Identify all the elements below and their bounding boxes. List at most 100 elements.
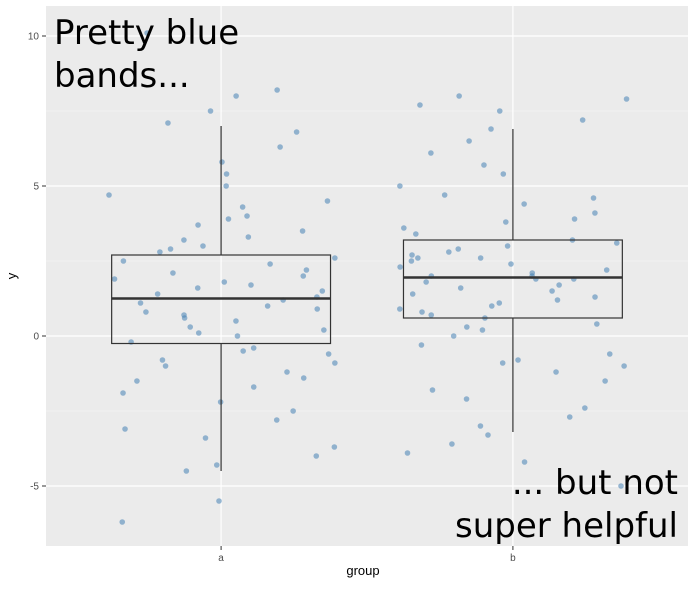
jitter-point bbox=[223, 183, 229, 189]
jitter-point bbox=[456, 93, 462, 99]
jitter-point bbox=[618, 483, 624, 489]
jitter-point bbox=[234, 333, 241, 339]
jitter-point bbox=[293, 129, 300, 135]
jitter-point bbox=[508, 261, 514, 267]
jitter-point bbox=[165, 120, 171, 126]
jitter-point bbox=[553, 369, 559, 375]
jitter-point bbox=[321, 327, 327, 333]
jitter-point bbox=[240, 348, 246, 354]
jitter-point bbox=[450, 333, 457, 339]
jitter-point bbox=[594, 321, 600, 327]
jitter-point bbox=[314, 306, 321, 312]
jitter-point bbox=[428, 312, 435, 318]
jitter-point bbox=[623, 96, 630, 102]
jitter-point bbox=[324, 198, 331, 204]
jitter-point bbox=[515, 357, 521, 363]
jitter-point bbox=[233, 318, 239, 324]
jitter-point bbox=[143, 309, 149, 315]
jitter-point bbox=[239, 204, 246, 210]
x-tick-label: b bbox=[510, 553, 516, 564]
jitter-point bbox=[137, 300, 144, 306]
jitter-point bbox=[449, 441, 455, 447]
jitter-point bbox=[332, 360, 338, 366]
jitter-point bbox=[264, 303, 271, 309]
jitter-point bbox=[167, 246, 174, 252]
jitter-point bbox=[221, 279, 228, 285]
jitter-point bbox=[455, 246, 462, 252]
jitter-point bbox=[162, 363, 169, 369]
x-axis-title: group bbox=[346, 563, 379, 578]
jitter-point bbox=[194, 285, 201, 291]
jitter-point bbox=[415, 255, 421, 261]
annotation-line: bands... bbox=[54, 56, 190, 96]
jitter-point bbox=[331, 444, 338, 450]
jitter-point bbox=[120, 390, 126, 396]
jitter-point bbox=[496, 300, 503, 306]
annotation-line: super helpful bbox=[455, 506, 678, 546]
jitter-point bbox=[313, 453, 320, 459]
jitter-point bbox=[457, 285, 464, 291]
jitter-point bbox=[466, 138, 472, 144]
boxes bbox=[111, 126, 623, 471]
jitter-point bbox=[418, 342, 425, 348]
annotation-line: Pretty blue bbox=[54, 13, 239, 53]
jitter-point bbox=[274, 87, 280, 93]
jitter-point bbox=[401, 225, 407, 231]
jitter-point bbox=[503, 219, 509, 225]
jitter-point bbox=[244, 213, 250, 219]
jitter-point bbox=[170, 270, 176, 276]
jitter-point bbox=[521, 201, 527, 207]
jitter-point bbox=[603, 267, 610, 273]
jitter-point bbox=[613, 240, 620, 246]
jitter-point bbox=[284, 369, 290, 375]
jitter-point bbox=[213, 462, 220, 468]
jitter-point bbox=[463, 396, 470, 402]
jitter-point bbox=[225, 216, 232, 222]
points bbox=[106, 30, 630, 525]
jitter-point bbox=[488, 126, 494, 132]
jitter-point bbox=[592, 294, 598, 300]
jitter-point bbox=[590, 195, 597, 201]
jitter-point bbox=[223, 171, 230, 177]
jitter-point bbox=[332, 255, 338, 261]
jitter-point bbox=[499, 360, 506, 366]
jitter-point bbox=[120, 258, 127, 264]
jitter-point bbox=[245, 234, 252, 240]
jitter-point bbox=[417, 102, 423, 108]
jitter-point bbox=[202, 435, 209, 441]
jitter-point bbox=[621, 363, 627, 369]
jitter-point bbox=[579, 117, 586, 123]
jitter-point bbox=[290, 408, 296, 414]
jitter-point bbox=[500, 171, 507, 177]
jitter-point bbox=[159, 357, 166, 363]
jitter-point bbox=[488, 303, 495, 309]
jitter-point bbox=[554, 297, 561, 303]
jitter-point bbox=[441, 192, 448, 198]
jitter-point bbox=[195, 222, 201, 228]
jitter-point bbox=[397, 264, 403, 270]
jitter-point bbox=[408, 258, 415, 264]
jitter-point bbox=[219, 159, 225, 165]
jitter-point bbox=[409, 291, 416, 297]
jitter-point bbox=[496, 108, 503, 114]
plot-panel bbox=[46, 6, 688, 546]
jitter-point bbox=[571, 216, 578, 222]
jitter-point bbox=[195, 330, 202, 336]
jitter-point bbox=[207, 108, 214, 114]
jitter-point bbox=[267, 261, 273, 267]
jitter-point bbox=[250, 384, 257, 390]
jitter-point bbox=[397, 183, 403, 189]
y-tick-label: 5 bbox=[33, 182, 39, 193]
jitter-point bbox=[250, 345, 257, 351]
y-axis-title: y bbox=[4, 272, 19, 279]
jitter-point bbox=[157, 249, 163, 255]
jitter-point bbox=[119, 519, 126, 525]
jitter-point bbox=[602, 378, 608, 384]
jitter-point bbox=[248, 282, 254, 288]
jitter-point bbox=[409, 252, 415, 258]
jitter-point bbox=[413, 231, 419, 237]
jitter-point bbox=[144, 30, 150, 36]
